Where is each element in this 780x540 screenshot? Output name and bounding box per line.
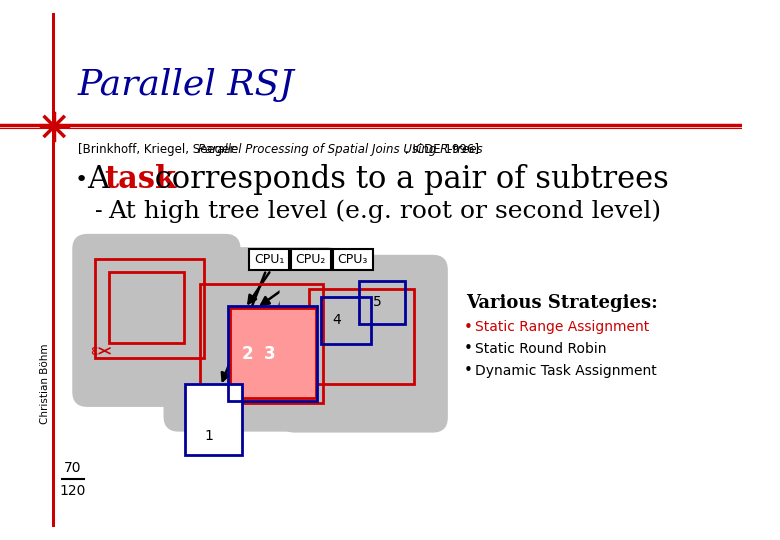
Text: 70: 70: [63, 461, 81, 475]
FancyBboxPatch shape: [164, 247, 342, 431]
Text: Static Round Robin: Static Round Robin: [475, 342, 607, 356]
Text: -: -: [95, 200, 103, 222]
Bar: [360, 281, 405, 324]
Text: Static Range Assignment: Static Range Assignment: [475, 320, 650, 334]
Text: Parallel RSJ: Parallel RSJ: [78, 68, 295, 102]
Text: Christian Böhm: Christian Böhm: [40, 344, 50, 424]
Text: 120: 120: [59, 484, 86, 497]
Bar: [52, 14, 55, 526]
Bar: [333, 249, 373, 270]
Bar: [95, 259, 204, 359]
Text: 1: 1: [204, 429, 213, 443]
Text: ε: ε: [90, 344, 98, 358]
Text: At high tree level (e.g. root or second level): At high tree level (e.g. root or second …: [108, 199, 661, 223]
Text: Dynamic Task Assignment: Dynamic Task Assignment: [475, 364, 658, 378]
Text: task: task: [105, 164, 177, 195]
Text: CPU₃: CPU₃: [338, 253, 368, 266]
Text: [Brinkhoff, Kriegel, Seeger:: [Brinkhoff, Kriegel, Seeger:: [78, 143, 242, 156]
Bar: [186, 384, 243, 455]
Bar: [309, 289, 413, 384]
Text: corresponds to a pair of subtrees: corresponds to a pair of subtrees: [144, 164, 668, 195]
Bar: [229, 306, 317, 401]
Text: 4: 4: [333, 313, 342, 327]
Text: A: A: [87, 164, 119, 195]
FancyBboxPatch shape: [73, 234, 240, 407]
Bar: [109, 272, 183, 343]
Bar: [321, 296, 370, 344]
Text: 5: 5: [373, 295, 381, 309]
Text: Parallel Processing of Spatial Joins Using R-trees: Parallel Processing of Spatial Joins Usi…: [198, 143, 483, 156]
Text: 2: 2: [242, 345, 254, 363]
Text: Various Strategies:: Various Strategies:: [466, 294, 658, 312]
Bar: [230, 308, 316, 399]
Bar: [200, 284, 323, 403]
Text: , ICDE 1996]: , ICDE 1996]: [405, 143, 479, 156]
Text: CPU₁: CPU₁: [254, 253, 284, 266]
Text: CPU₂: CPU₂: [296, 253, 326, 266]
Bar: [249, 249, 289, 270]
Text: •: •: [74, 170, 87, 190]
Text: •: •: [464, 320, 473, 335]
FancyBboxPatch shape: [279, 255, 448, 433]
Bar: [291, 249, 331, 270]
Text: 3: 3: [264, 345, 276, 363]
Text: •: •: [464, 363, 473, 379]
Text: •: •: [464, 341, 473, 356]
